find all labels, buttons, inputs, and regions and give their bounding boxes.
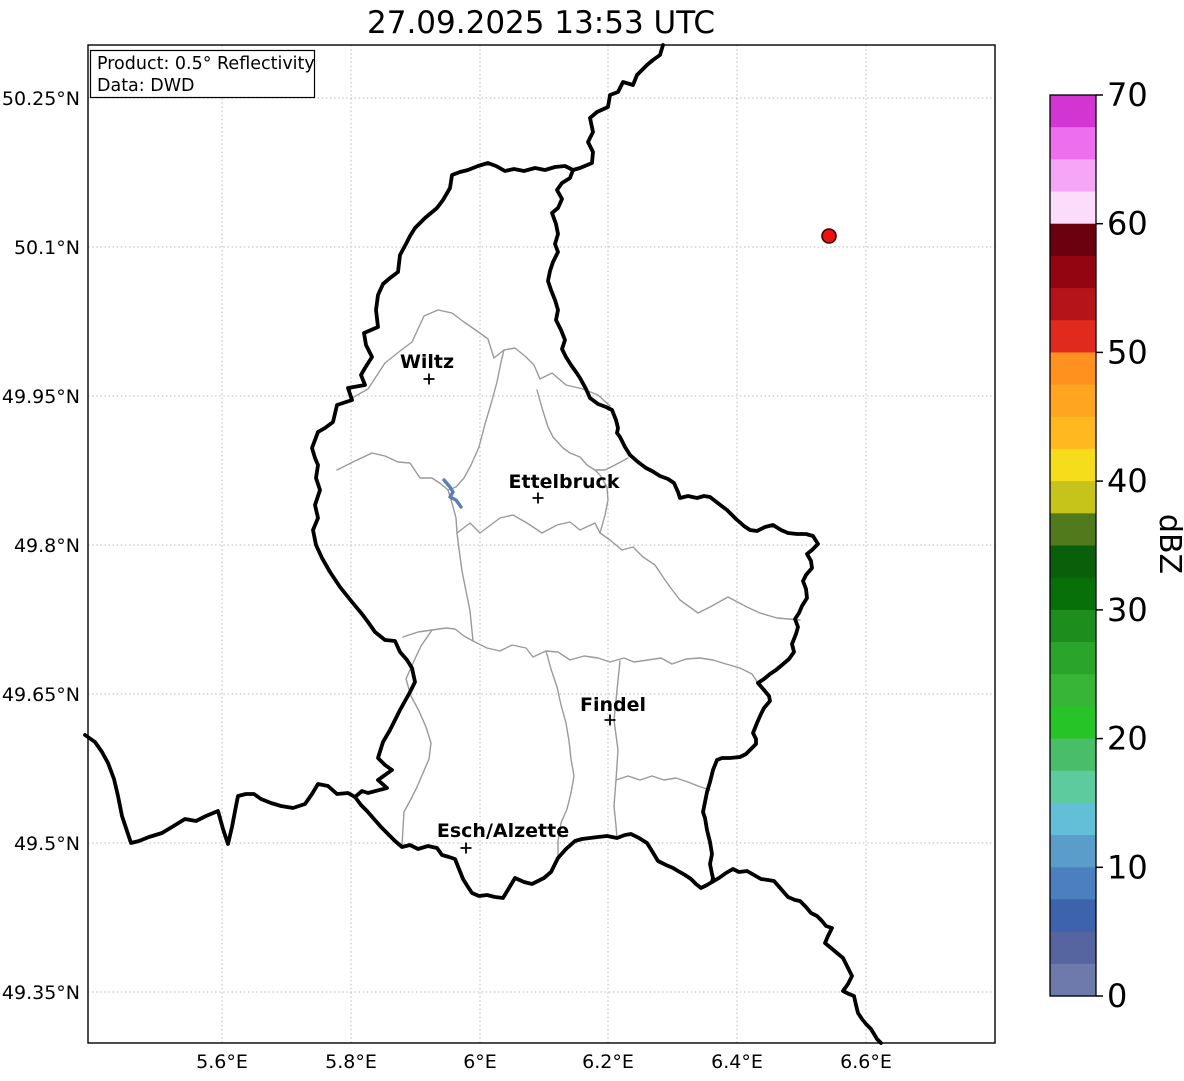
lon-tick: 5.6°E [196,1051,248,1073]
product-info-box: Product: 0.5° Reflectivity Data: DWD [89,49,316,99]
colorbar-segment [1050,835,1096,868]
cb-tick: 50 [1107,333,1148,371]
colorbar-segment [1050,223,1096,257]
colorbar-segment [1050,802,1096,836]
lat-tick: 49.65°N [2,684,80,706]
city-marker-findel [604,714,616,726]
district-border-diekirch-west [536,389,609,534]
colorbar-ticks [1096,94,1103,997]
city-label-wiltz: Wiltz [400,351,454,373]
info-product-line: Product: 0.5° Reflectivity [97,54,315,74]
colorbar-segment [1050,127,1096,160]
border-luxembourg-france [353,795,714,900]
colorbar-segment [1050,481,1096,514]
city-label-ettelbruck: Ettelbruck [509,471,620,493]
cb-tick: 30 [1107,591,1148,629]
district-border-wiltz-south [336,452,474,642]
sure-river [442,478,463,509]
border-belgium-france [83,733,357,846]
city-marker-ettelbruck [532,492,544,504]
colorbar-segment [1050,191,1096,225]
lon-tick: 6.6°E [840,1051,892,1073]
map-plot-area [88,45,995,1043]
lat-tick: 49.35°N [2,982,80,1004]
lon-tick: 5.8°E [325,1051,377,1073]
lat-tick: 50.1°N [14,237,80,259]
city-marker-wiltz [423,373,435,385]
colorbar-segment [1050,963,1096,997]
cb-tick: 10 [1107,848,1148,886]
lon-tick: 6.4°E [711,1051,763,1073]
lat-tick: 49.5°N [14,833,80,855]
colorbar-segment [1050,738,1096,772]
district-border-luxembourg-south [545,650,575,858]
district-border-center-horizontal [402,627,759,684]
latitude-axis: 50.25°N 50.1°N 49.95°N 49.8°N 49.65°N 49… [2,88,80,1004]
colorbar-segment [1050,288,1096,321]
district-border-mersch-north [456,514,801,621]
city-marker-esch-alzette [460,842,472,854]
national-borders [83,43,883,1045]
radar-location-dot [821,228,837,244]
cb-tick: 70 [1107,76,1148,114]
city-label-findel: Findel [580,694,646,716]
district-border-north [351,309,611,407]
lon-tick: 6°E [463,1051,497,1073]
cb-tick: 20 [1107,720,1148,758]
lat-tick: 50.25°N [2,88,80,110]
colorbar-segment [1050,159,1096,193]
colorbar-segment [1050,770,1096,804]
border-luxembourg-germany [546,168,820,884]
district-border-clervaux-west [447,349,505,491]
border-luxembourg-belgium [310,161,575,799]
colorbar-segment [1050,899,1096,933]
colorbar-segment [1050,448,1096,482]
colorbar-segment [1050,352,1096,386]
colorbar-tick-labels: 0 10 20 30 40 50 60 70 [1107,76,1148,1015]
info-data-line: Data: DWD [97,76,195,96]
colorbar-segment [1050,577,1096,611]
border-france-germany [710,867,883,1045]
colorbar-segment [1050,320,1096,354]
lon-tick: 6.2°E [582,1051,634,1073]
colorbar-frame [1049,94,1097,997]
colorbar-segment [1050,674,1096,707]
colorbar-segment [1050,609,1096,643]
colorbar-segment [1050,384,1096,418]
district-border-remich-east [615,775,711,791]
cb-tick: 60 [1107,205,1148,243]
colorbar: 0 10 20 30 40 50 60 70 dBZ [1049,76,1184,1015]
colorbar-segment [1050,545,1096,579]
colorbar-segment [1050,255,1096,289]
district-border-remich-vertical [613,660,621,839]
colorbar-axis-label: dBZ [1152,514,1184,574]
colorbar-segment [1050,642,1096,675]
longitude-axis: 5.6°E 5.8°E 6°E 6.2°E 6.4°E 6.6°E [196,1051,892,1073]
lat-tick: 49.8°N [14,535,80,557]
colorbar-segment [1050,416,1096,450]
map-frame [87,44,996,1044]
district-border-diekirch-east [594,457,629,471]
colorbar-segment [1050,95,1096,128]
colorbar-segment [1050,513,1096,547]
colorbar-segments [1050,95,1096,997]
colorbar-segment [1050,706,1096,740]
colorbar-segment [1050,867,1096,901]
cb-tick: 0 [1107,977,1127,1015]
colorbar-segment [1050,931,1096,965]
figure-title: 27.09.2025 13:53 UTC [367,5,715,41]
city-label-esch-alzette: Esch/Alzette [437,820,569,842]
cb-tick: 40 [1107,462,1148,500]
border-belgium-germany [571,43,665,172]
lat-tick: 49.95°N [2,386,80,408]
city-annotations: Wiltz Ettelbruck Findel Esch/Alzette [400,351,646,854]
